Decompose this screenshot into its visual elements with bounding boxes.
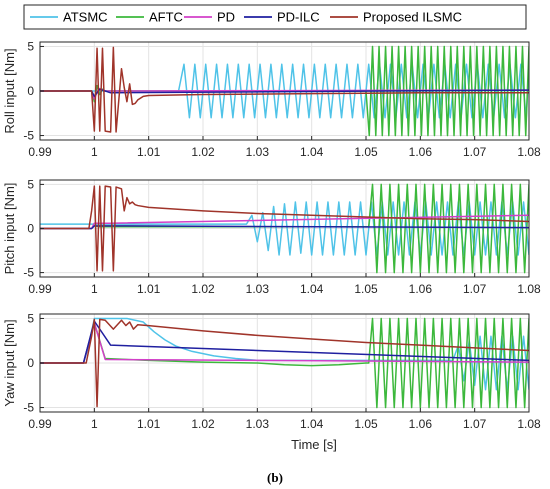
y-tick-label: 0 [27,356,34,370]
series-line-proposed-ilsmc [40,185,529,272]
series-line-atsmc [40,201,529,256]
x-tick-label: 1.05 [354,417,378,431]
x-tick-label: 1 [91,417,98,431]
y-tick-label: -5 [23,266,34,280]
series-line-proposed-ilsmc [40,318,529,408]
legend: ATSMC AFTC PD PD-ILC Proposed ILSMC [23,4,527,30]
x-tick-label: 1.01 [137,282,161,296]
legend-item-pd-ilc: PD-ILC [244,10,320,25]
x-tick-label: 1.02 [191,282,215,296]
x-tick-label: 1.07 [463,417,487,431]
legend-label: Proposed ILSMC [363,10,462,25]
legend-item-atsmc: ATSMC [30,10,108,25]
x-tick-label: 1.03 [246,282,270,296]
x-tick-label: 0.99 [28,282,52,296]
x-tick-label: 1.02 [191,417,215,431]
series-group [40,183,529,274]
y-tick-label: 5 [27,311,34,325]
x-tick-label: 1.06 [409,417,433,431]
y-axis-label: Yaw input [Nm] [2,319,17,406]
y-axis-label: Pitch input [Nm] [2,183,17,275]
legend-label: PD-ILC [277,10,320,25]
x-tick-label: 1.03 [246,145,270,159]
x-tick-label: 1.04 [300,282,324,296]
series-line-proposed-ilsmc [40,46,529,133]
x-tick-label: 1.08 [517,145,541,159]
legend-label: AFTC [149,10,183,25]
figure-caption: (b) [267,470,283,485]
x-tick-label: 1.06 [409,282,433,296]
x-tick-label: 1.02 [191,145,215,159]
x-tick-label: 1.01 [137,417,161,431]
yaw-input-panel: 0.99 1 1.01 1.02 1.03 1.04 1.05 1.06 1.07 1.08 -5 0… [2,311,541,431]
legend-label: PD [217,10,235,25]
y-tick-label: -5 [23,401,34,415]
x-tick-label: 1.07 [463,282,487,296]
x-tick-label: 1.07 [463,145,487,159]
pitch-input-panel: 0.99 1 1.01 1.02 1.03 1.04 1.05 1.06 1.07 1.08 -5 0… [2,177,541,296]
x-tick-label: 1.05 [354,145,378,159]
legend-item-proposed-ilsmc: Proposed ILSMC [330,10,462,25]
y-tick-label: 0 [27,84,34,98]
legend-item-aftc: AFTC [116,10,183,25]
roll-input-panel: 0.99 1 1.01 1.02 1.03 1.04 1.05 1.06 1.07 1.08 -5 0… [2,39,541,159]
y-tick-label: 5 [27,39,34,53]
legend-item-pd: PD [184,10,235,25]
series-line-aftc [40,317,529,409]
y-axis-label: Roll input [Nm] [2,48,17,133]
legend-box [23,4,527,30]
x-tick-label: 0.99 [28,145,52,159]
x-tick-label: 1 [91,282,98,296]
series-group [40,317,529,409]
series-group [40,45,529,137]
x-tick-label: 1.08 [517,282,541,296]
x-tick-label: 0.99 [28,417,52,431]
y-tick-label: -5 [23,129,34,143]
legend-label: ATSMC [63,10,108,25]
x-tick-label: 1.03 [246,417,270,431]
y-tick-label: 0 [27,222,34,236]
x-tick-label: 1.06 [409,145,433,159]
x-axis-label: Time [s] [291,437,337,452]
series-line-aftc [40,183,529,274]
x-tick-label: 1.05 [354,282,378,296]
y-tick-label: 5 [27,177,34,191]
series-line-atsmc [40,63,529,119]
x-tick-label: 1.08 [517,417,541,431]
x-tick-label: 1.04 [300,145,324,159]
x-tick-label: 1.04 [300,417,324,431]
x-tick-label: 1 [91,145,98,159]
x-tick-label: 1.01 [137,145,161,159]
